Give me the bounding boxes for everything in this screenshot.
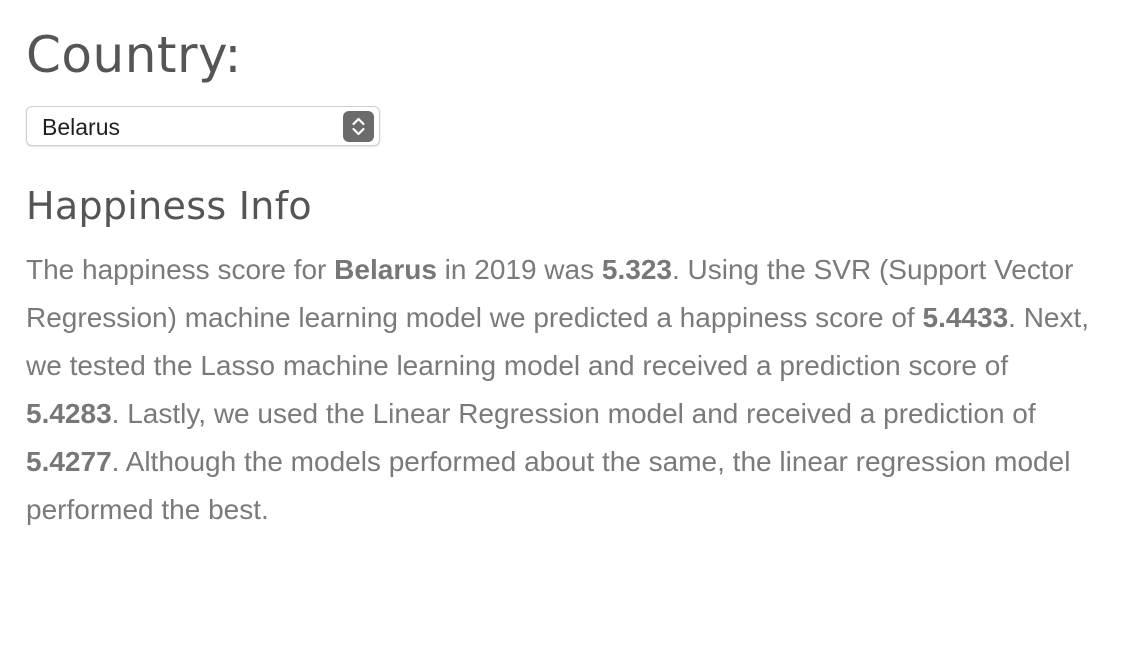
up-down-chevron-icon bbox=[343, 111, 374, 142]
paragraph-text: in 2019 was bbox=[436, 254, 602, 285]
lasso-prediction: 5.4283 bbox=[26, 398, 112, 429]
paragraph-text: . Although the models performed about th… bbox=[26, 446, 1071, 525]
linear-regression-prediction: 5.4277 bbox=[26, 446, 112, 477]
happiness-info-heading: Happiness Info bbox=[26, 184, 312, 228]
country-name: Belarus bbox=[334, 254, 437, 285]
paragraph-text: . Next, we tested the Lasso machine lear… bbox=[26, 302, 1090, 381]
paragraph-text: . Lastly, we used the Linear Regression … bbox=[111, 398, 1036, 429]
paragraph-text: The happiness score for bbox=[26, 254, 335, 285]
page-title: Country: bbox=[26, 26, 242, 84]
country-select[interactable]: Belarus bbox=[26, 106, 380, 146]
happiness-info-paragraph: The happiness score for Belarus in 2019 … bbox=[26, 246, 1106, 534]
svr-prediction: 5.4433 bbox=[922, 302, 1009, 333]
paragraph-text: . Using the SVR (Support Vector Regressi… bbox=[26, 254, 1074, 333]
country-select-value: Belarus bbox=[42, 114, 120, 140]
actual-score: 5.323 bbox=[601, 254, 672, 285]
